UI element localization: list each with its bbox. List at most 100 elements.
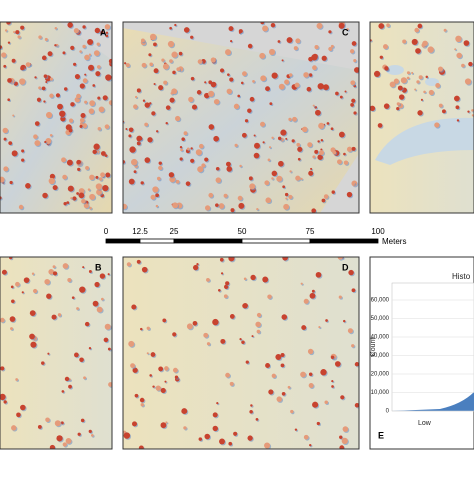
texture-dot (418, 75, 423, 80)
texture-dot (316, 421, 320, 426)
texture-dot (183, 27, 190, 33)
scale-tick-label: 75 (306, 227, 315, 236)
texture-dot (108, 382, 112, 387)
texture-dot (295, 175, 301, 181)
texture-dot (85, 165, 90, 170)
texture-dot (108, 58, 112, 64)
texture-dot (463, 40, 470, 46)
y-tick-label: 60,000 (371, 298, 390, 304)
texture-dot (267, 158, 271, 162)
texture-dot (78, 188, 85, 194)
texture-dot (204, 81, 207, 84)
texture-dot (316, 22, 323, 29)
texture-dot (220, 338, 226, 344)
texture-dot (260, 75, 267, 82)
texture-dot (171, 88, 178, 95)
texture-dot (82, 44, 86, 49)
texture-dot (268, 48, 276, 56)
texture-dot (425, 75, 429, 79)
texture-dot (73, 62, 77, 66)
texture-dot (354, 362, 359, 367)
texture-dot (353, 59, 357, 63)
texture-dot (291, 139, 295, 143)
texture-dot (93, 143, 100, 150)
texture-dot (323, 84, 329, 91)
texture-dot (215, 166, 220, 171)
texture-dot (88, 429, 92, 434)
texture-dot (128, 127, 134, 133)
texture-dot (343, 152, 346, 156)
texture-dot (168, 172, 175, 178)
texture-dot (136, 88, 141, 93)
texture-dot (352, 181, 356, 185)
texture-dot (201, 163, 206, 168)
texture-dot (158, 366, 164, 372)
texture-dot (218, 288, 221, 292)
texture-dot (223, 294, 228, 299)
texture-dot (41, 55, 47, 61)
texture-dot (411, 71, 414, 74)
texture-dot (281, 314, 288, 320)
texture-dot (240, 81, 244, 85)
texture-dot (148, 53, 152, 57)
texture-dot (308, 383, 314, 388)
histogram: Histo Count Low 0 10,000 20,000 30,000 40,00… (370, 272, 474, 427)
texture-dot (337, 257, 343, 260)
texture-dot (318, 326, 321, 329)
texture-dot (165, 105, 171, 110)
texture-dot (348, 269, 354, 276)
texture-dot (92, 149, 97, 155)
panel-label: B (95, 262, 102, 272)
texture-dot (23, 277, 30, 283)
texture-dot (153, 68, 159, 74)
texture-dot (242, 302, 248, 309)
texture-dot (131, 158, 138, 166)
texture-dot (82, 78, 88, 84)
texture-dot (67, 22, 73, 28)
texture-dot (174, 23, 177, 27)
texture-dot (428, 89, 434, 96)
texture-dot (317, 83, 324, 90)
texture-dot (321, 198, 326, 203)
texture-dot (213, 98, 220, 105)
texture-dot (11, 58, 16, 63)
texture-dot (89, 193, 96, 200)
texture-dot (190, 35, 194, 39)
y-tick-label: 0 (386, 409, 390, 415)
texture-dot (88, 347, 92, 350)
texture-dot (57, 313, 62, 317)
texture-dot (171, 51, 178, 58)
texture-dot (213, 135, 220, 142)
texture-dot (56, 435, 63, 442)
texture-dot (255, 418, 259, 421)
panel-a-image (0, 22, 112, 213)
texture-dot (435, 83, 441, 88)
texture-dot (198, 437, 203, 441)
texture-dot (373, 70, 381, 78)
texture-dot (320, 148, 323, 151)
texture-dot (406, 76, 410, 80)
texture-dot (314, 45, 319, 50)
texture-dot (284, 192, 289, 197)
texture-dot (83, 203, 89, 209)
panel-f-image (370, 22, 474, 213)
texture-dot (328, 46, 333, 52)
texture-dot (343, 160, 349, 165)
texture-dot (164, 366, 169, 371)
texture-dot (188, 96, 194, 103)
texture-dot (415, 48, 421, 54)
texture-dot (271, 170, 278, 177)
texture-dot (344, 90, 347, 93)
texture-dot (88, 53, 92, 56)
texture-dot (30, 341, 37, 348)
texture-dot (192, 321, 198, 326)
texture-dot (238, 31, 242, 34)
texture-dot (102, 185, 109, 192)
texture-dot (265, 86, 270, 92)
texture-dot (290, 409, 294, 414)
texture-dot (76, 93, 81, 99)
texture-dot (215, 203, 219, 207)
texture-dot (281, 59, 284, 62)
texture-dot (285, 197, 288, 200)
texture-dot (141, 62, 147, 68)
